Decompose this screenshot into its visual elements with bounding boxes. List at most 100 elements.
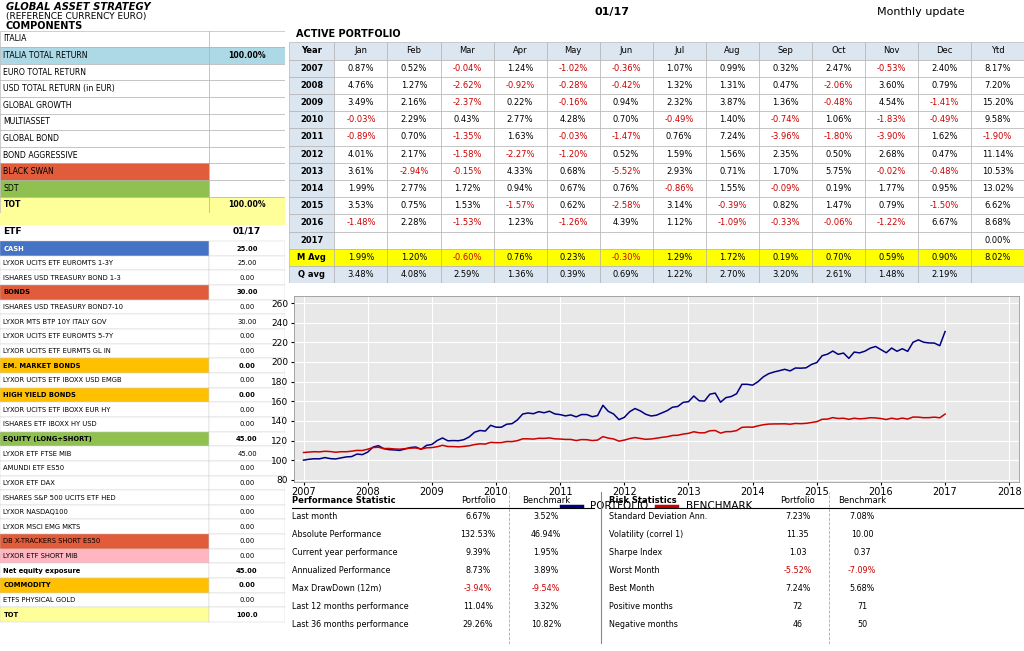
Text: 01/17: 01/17 [232, 227, 261, 236]
Text: Benchmark: Benchmark [522, 496, 570, 505]
Text: Risk Statistics: Risk Statistics [608, 496, 676, 505]
Text: -0.03%: -0.03% [558, 132, 588, 141]
Text: 100.00%: 100.00% [228, 201, 266, 210]
Text: -0.86%: -0.86% [665, 184, 694, 193]
Text: Positive months: Positive months [608, 602, 673, 611]
Text: 1.63%: 1.63% [507, 132, 534, 141]
Text: 2015: 2015 [300, 201, 324, 210]
Text: 10.82%: 10.82% [530, 620, 561, 630]
Bar [971, 180, 1024, 197]
Bar [387, 146, 440, 163]
Text: -0.04%: -0.04% [453, 64, 481, 73]
Bar [440, 59, 494, 77]
Text: 11.04%: 11.04% [463, 602, 494, 611]
Bar [494, 42, 547, 59]
Bar [0, 256, 209, 271]
Bar [918, 249, 971, 266]
Text: -0.74%: -0.74% [770, 115, 800, 124]
Text: 0.79%: 0.79% [931, 81, 957, 90]
Text: 11.14%: 11.14% [982, 150, 1014, 159]
Bar [865, 128, 918, 146]
Text: May: May [564, 46, 582, 55]
Text: 3.89%: 3.89% [534, 566, 559, 575]
Bar [209, 31, 285, 48]
Text: 15.20%: 15.20% [982, 98, 1014, 107]
Text: 0.76%: 0.76% [507, 253, 534, 262]
Bar [652, 197, 706, 214]
Text: -1.48%: -1.48% [346, 219, 376, 227]
Bar [971, 94, 1024, 111]
Bar [0, 549, 209, 564]
Bar [209, 64, 285, 81]
Bar [652, 59, 706, 77]
Bar [387, 232, 440, 249]
Text: 0.00: 0.00 [240, 378, 255, 383]
Bar [971, 232, 1024, 249]
Text: 45.00: 45.00 [237, 568, 258, 574]
Bar [759, 249, 812, 266]
Bar [209, 564, 285, 578]
Text: -0.49%: -0.49% [930, 115, 959, 124]
Bar [494, 146, 547, 163]
Text: COMMODITY: COMMODITY [3, 583, 51, 589]
Text: -1.50%: -1.50% [930, 201, 959, 210]
Text: 0.76%: 0.76% [666, 132, 692, 141]
Bar [812, 128, 865, 146]
Bar [759, 94, 812, 111]
Bar [0, 593, 209, 607]
Bar [0, 197, 209, 214]
Bar [440, 214, 494, 232]
Text: ITALIA TOTAL RETURN: ITALIA TOTAL RETURN [3, 51, 88, 60]
Text: 7.23%: 7.23% [785, 512, 811, 521]
Text: 0.19%: 0.19% [825, 184, 852, 193]
Text: 8.68%: 8.68% [984, 219, 1011, 227]
Bar [971, 214, 1024, 232]
Text: 0.94%: 0.94% [613, 98, 639, 107]
Text: 8.73%: 8.73% [465, 566, 490, 575]
Text: -1.58%: -1.58% [453, 150, 482, 159]
Text: 0.87%: 0.87% [348, 64, 375, 73]
Text: -0.60%: -0.60% [453, 253, 482, 262]
Bar [918, 214, 971, 232]
Text: Jun: Jun [620, 46, 633, 55]
Bar [209, 505, 285, 519]
Text: 2007: 2007 [300, 64, 324, 73]
Text: 0.00: 0.00 [239, 583, 255, 589]
Text: 0.39%: 0.39% [560, 270, 587, 279]
Bar [0, 31, 209, 48]
Text: 3.60%: 3.60% [879, 81, 905, 90]
Text: 2.47%: 2.47% [825, 64, 852, 73]
Bar [494, 77, 547, 94]
Text: 9.39%: 9.39% [465, 548, 490, 557]
Text: LYXOR ETF SHORT MIB: LYXOR ETF SHORT MIB [3, 553, 78, 559]
Text: 0.70%: 0.70% [825, 253, 852, 262]
Bar [865, 197, 918, 214]
Bar [440, 42, 494, 59]
Bar [547, 180, 600, 197]
Bar [209, 271, 285, 285]
Text: 10.53%: 10.53% [982, 167, 1014, 176]
Bar [209, 475, 285, 490]
Text: LYXOR UCITS ETF EUROMTS 5-7Y: LYXOR UCITS ETF EUROMTS 5-7Y [3, 333, 114, 339]
Text: 2.59%: 2.59% [454, 270, 480, 279]
Bar [289, 59, 335, 77]
Bar [0, 114, 209, 130]
Text: Worst Month: Worst Month [608, 566, 659, 575]
Bar [759, 232, 812, 249]
Text: 2.77%: 2.77% [400, 184, 427, 193]
Text: Year: Year [301, 46, 322, 55]
Bar [209, 197, 285, 214]
Bar [706, 163, 759, 180]
Bar [289, 42, 335, 59]
Bar [440, 77, 494, 94]
Bar [918, 59, 971, 77]
Text: 0.52%: 0.52% [613, 150, 639, 159]
Text: 1.32%: 1.32% [666, 81, 692, 90]
Bar [547, 232, 600, 249]
Text: LYXOR MTS BTP 10Y ITALY GOV: LYXOR MTS BTP 10Y ITALY GOV [3, 319, 106, 325]
Text: -1.83%: -1.83% [877, 115, 906, 124]
Bar [209, 48, 285, 64]
Text: 0.00: 0.00 [240, 495, 255, 501]
Text: -0.36%: -0.36% [611, 64, 641, 73]
Text: 1.06%: 1.06% [825, 115, 852, 124]
